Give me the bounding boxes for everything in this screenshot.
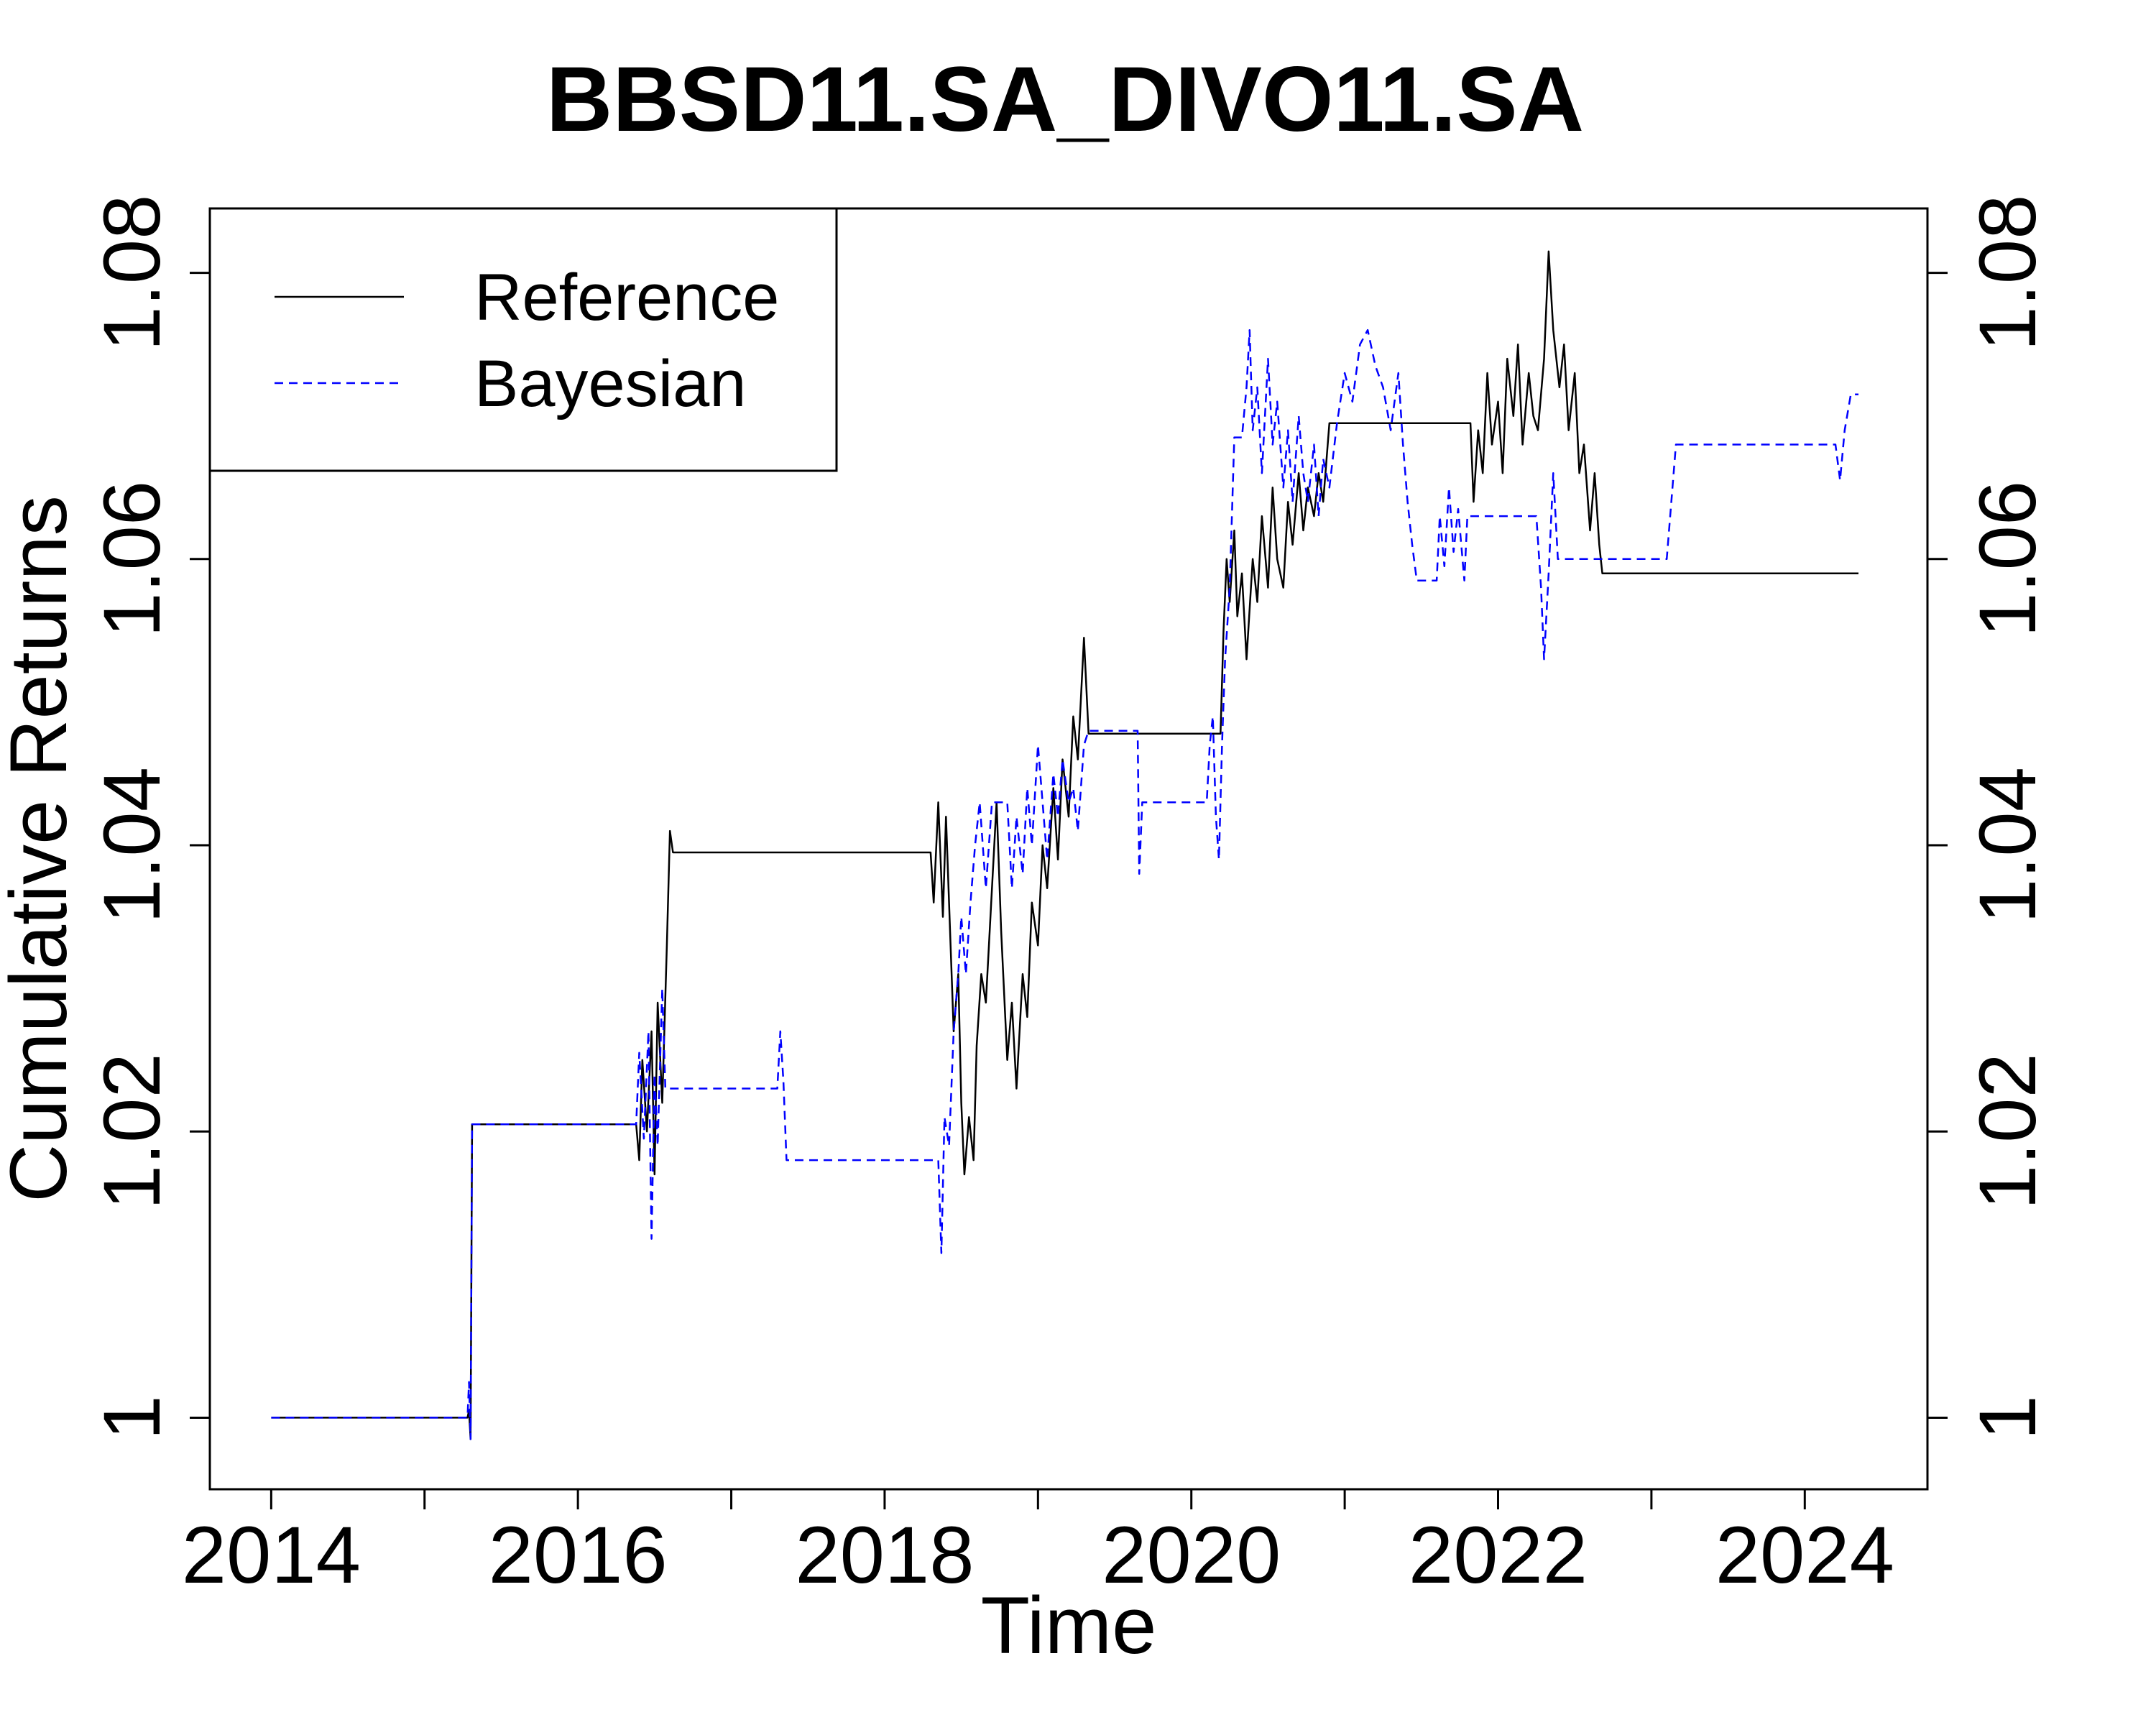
y-axis-left: 1 1.02 1.04 1.06 1.08 [87,195,210,1440]
y-tick-label-left: 1.06 [87,481,177,638]
y-tick-label-left: 1 [87,1395,177,1440]
series-line-reference [271,250,1858,1440]
legend-box [208,207,838,472]
y-tick-label-left: 1.02 [87,1053,177,1210]
y-tick-label-right: 1.04 [1963,767,2053,924]
y-tick-label-left: 1.08 [87,195,177,351]
x-axis: 2014 2016 2018 2020 2022 2024 [182,1489,1894,1600]
y-axis-right: 1 1.02 1.04 1.06 1.08 [1927,195,2053,1440]
plot-frame [208,207,1929,1491]
chart-title: BBSD11.SA_DIVO11.SA [546,48,1584,151]
y-tick-label-right: 1 [1963,1395,2053,1440]
x-tick-label: 2020 [1102,1510,1281,1600]
series-line-bayesian [271,328,1858,1440]
x-tick-label: 2014 [182,1510,361,1600]
y-tick-label-right: 1.02 [1963,1053,2053,1210]
y-tick-label-right: 1.08 [1963,195,2053,351]
x-tick-label: 2016 [489,1510,668,1600]
legend-label-reference: Reference [474,261,779,334]
y-tick-label-right: 1.06 [1963,481,2053,638]
x-tick-label: 2018 [795,1510,974,1600]
x-axis-label: Time [981,1581,1157,1670]
y-tick-label-left: 1.04 [87,767,177,924]
series-layer [271,250,1858,1440]
legend-label-bayesian: Bayesian [474,347,746,420]
legend: Reference Bayesian [208,207,838,472]
x-tick-label: 2022 [1409,1510,1588,1600]
y-axis-label: Cumulative Returns [0,495,83,1202]
x-tick-label: 2024 [1715,1510,1894,1600]
